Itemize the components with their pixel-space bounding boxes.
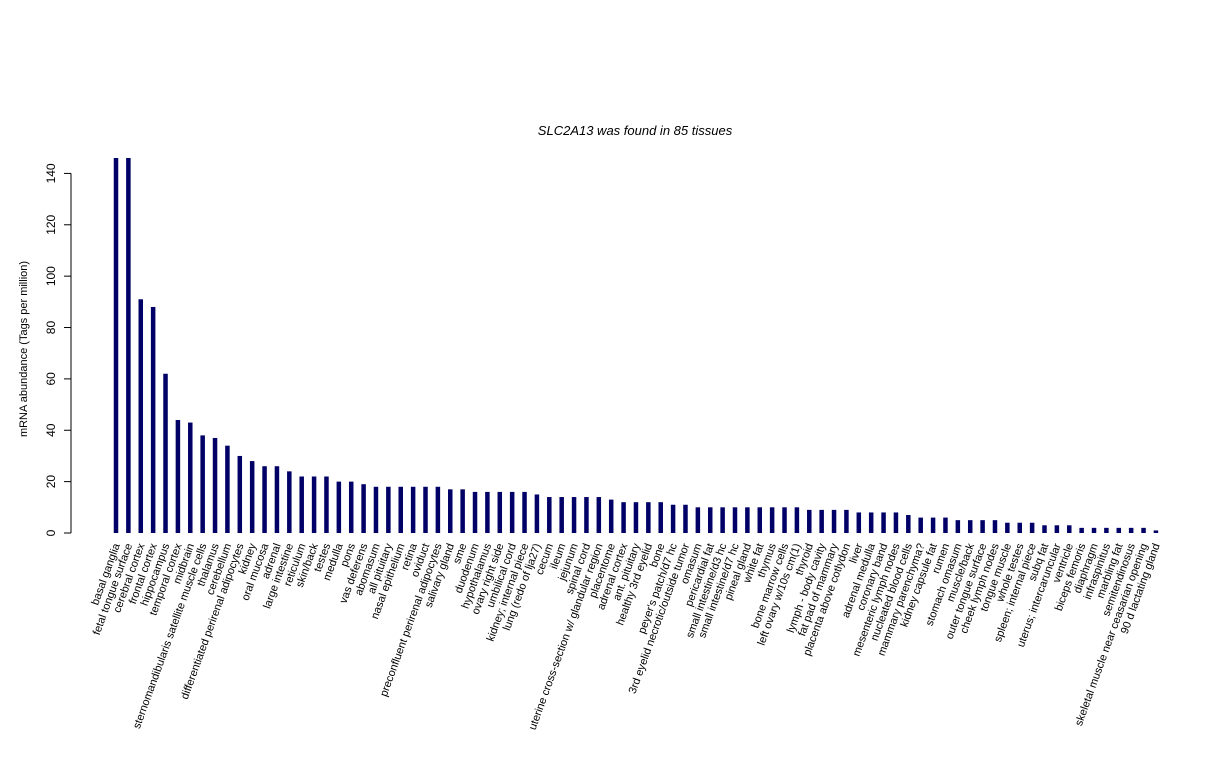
bar — [868, 512, 874, 533]
bar — [373, 486, 379, 533]
bar — [955, 520, 961, 533]
bar — [1128, 527, 1134, 533]
bar — [584, 497, 589, 533]
bar — [249, 461, 255, 533]
bar — [943, 517, 948, 533]
bar — [1042, 525, 1047, 533]
bar — [646, 502, 651, 533]
bar — [1067, 525, 1072, 533]
bar — [906, 515, 911, 533]
bar — [386, 486, 391, 533]
bar — [658, 502, 663, 533]
y-tick-label: 100 — [44, 266, 58, 286]
bar — [188, 422, 193, 533]
bar — [398, 486, 403, 533]
y-axis-label: mRNA abundance (Tags per million) — [18, 261, 30, 437]
bar — [410, 486, 416, 533]
y-tick-label: 140 — [44, 163, 58, 183]
bar — [745, 507, 750, 533]
y-tick-label: 80 — [44, 321, 58, 335]
bar — [509, 491, 515, 533]
bar — [1116, 527, 1122, 533]
bar — [1141, 527, 1146, 533]
bar — [720, 507, 725, 533]
bar — [621, 502, 626, 533]
bar — [225, 445, 230, 533]
bar — [819, 509, 824, 533]
bar — [336, 481, 342, 533]
y-axis: 0 20 40 60 80 100 120 140 — [44, 163, 72, 536]
bar — [274, 466, 280, 533]
bar — [163, 373, 168, 533]
bar — [856, 512, 862, 533]
bar — [348, 481, 354, 533]
bar — [423, 486, 428, 533]
bar — [113, 158, 119, 533]
bar — [1079, 527, 1084, 533]
bar — [844, 509, 849, 533]
y-tick-label: 0 — [44, 529, 58, 536]
bar — [807, 509, 812, 533]
bar — [435, 486, 441, 533]
bar — [596, 497, 602, 533]
bar — [608, 499, 614, 533]
bar — [324, 476, 329, 533]
y-tick-label: 120 — [44, 214, 58, 234]
bar — [559, 497, 564, 533]
bar — [472, 491, 478, 533]
bar — [534, 494, 540, 533]
y-tick-label: 60 — [44, 372, 58, 386]
bar — [670, 504, 676, 533]
bar — [707, 507, 713, 533]
bar — [522, 491, 527, 533]
chart-title: SLC2A13 was found in 85 tissues — [538, 123, 733, 138]
bar — [547, 497, 552, 533]
bar — [992, 520, 998, 533]
bar — [757, 507, 763, 533]
bar — [633, 502, 639, 533]
bar — [299, 476, 304, 533]
bar — [287, 471, 292, 533]
bar — [831, 509, 837, 533]
y-tick-label: 20 — [44, 475, 58, 489]
bar — [175, 419, 181, 533]
bar — [980, 520, 985, 533]
bar — [1017, 522, 1022, 533]
bar — [1091, 527, 1097, 533]
bar — [1029, 522, 1035, 533]
bar — [460, 489, 465, 533]
bar — [212, 437, 218, 533]
bar — [1054, 525, 1060, 533]
bar — [571, 497, 577, 533]
bar — [918, 517, 923, 533]
bar — [893, 512, 899, 533]
bar — [683, 504, 688, 533]
bar — [732, 507, 738, 533]
bar — [361, 484, 366, 533]
bar — [138, 299, 144, 533]
bar — [881, 512, 886, 533]
bar — [930, 517, 936, 533]
bar — [1005, 522, 1010, 533]
bar — [237, 455, 243, 533]
bar — [497, 491, 503, 533]
bar — [769, 507, 775, 533]
bar — [448, 489, 453, 533]
y-tick-label: 40 — [44, 423, 58, 437]
bar — [695, 507, 701, 533]
bar — [1153, 530, 1159, 533]
bar — [967, 520, 973, 533]
bar — [782, 507, 787, 533]
bar — [150, 306, 156, 533]
bars-group — [113, 158, 1159, 533]
bar — [485, 491, 490, 533]
bar — [262, 466, 267, 533]
bar — [794, 507, 800, 533]
bar — [200, 435, 205, 533]
bar — [126, 158, 131, 533]
bar — [1104, 527, 1109, 533]
bar — [311, 476, 317, 533]
